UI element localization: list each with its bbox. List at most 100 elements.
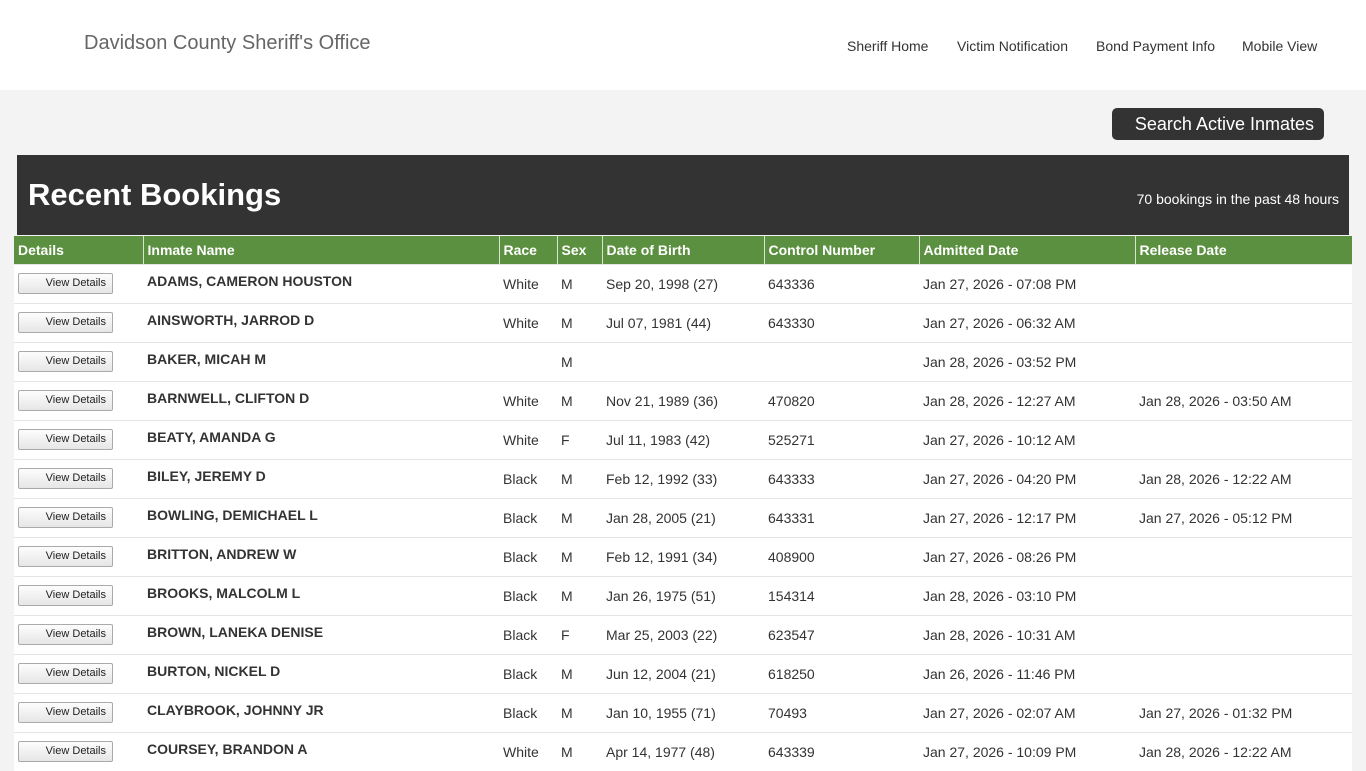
table-row: View Details BARNWELL, CLIFTON D White M Nov… xyxy=(14,380,1352,420)
nav-victim-notification[interactable]: Victim Notification xyxy=(957,38,1069,54)
cell-details: View Details xyxy=(14,614,143,654)
cell-race: White xyxy=(499,731,557,771)
table-row: View Details BROWN, LANEKA DENISE Black F Ma… xyxy=(14,614,1352,654)
cell-date-of-birth: Apr 14, 1977 (48) xyxy=(602,731,764,771)
col-header-admitted-date: Admitted Date xyxy=(919,236,1136,264)
site-brand-link[interactable]: Davidson County Sheriff's Office xyxy=(84,32,371,54)
cell-race: White xyxy=(499,263,557,303)
view-details-button[interactable]: View Details xyxy=(18,507,113,528)
table-row: View Details BEATY, AMANDA G White F Jul 11,… xyxy=(14,419,1352,459)
view-details-button[interactable]: View Details xyxy=(18,312,113,333)
cell-release-date xyxy=(1135,302,1352,342)
cell-race: Black xyxy=(499,497,557,537)
table-row: View Details BILEY, JEREMY D Black M Feb 12,… xyxy=(14,458,1352,498)
cell-release-date: Jan 28, 2026 - 12:22 AM xyxy=(1135,731,1352,771)
col-header-date-of-birth: Date of Birth xyxy=(602,236,765,264)
cell-sex: M xyxy=(557,575,602,615)
cell-admitted-date: Jan 28, 2026 - 10:31 AM xyxy=(919,614,1135,654)
col-header-release-date: Release Date xyxy=(1135,236,1352,264)
cell-inmate-name: BARNWELL, CLIFTON D xyxy=(143,380,499,420)
cell-date-of-birth: Feb 12, 1992 (33) xyxy=(602,458,764,498)
cell-release-date: Jan 28, 2026 - 03:50 AM xyxy=(1135,380,1352,420)
cell-inmate-name: BRITTON, ANDREW W xyxy=(143,536,499,576)
cell-admitted-date: Jan 27, 2026 - 12:17 PM xyxy=(919,497,1135,537)
cell-sex: M xyxy=(557,731,602,771)
cell-date-of-birth: Jul 07, 1981 (44) xyxy=(602,302,764,342)
cell-date-of-birth: Feb 12, 1991 (34) xyxy=(602,536,764,576)
cell-race: White xyxy=(499,419,557,459)
cell-race: White xyxy=(499,302,557,342)
cell-inmate-name: ADAMS, CAMERON HOUSTON xyxy=(143,263,499,303)
cell-control-number: 643333 xyxy=(764,458,919,498)
cell-release-date xyxy=(1135,653,1352,693)
nav-bond-payment-info[interactable]: Bond Payment Info xyxy=(1096,38,1216,54)
cell-release-date xyxy=(1135,575,1352,615)
cell-release-date: Jan 27, 2026 - 05:12 PM xyxy=(1135,497,1352,537)
col-header-control-number: Control Number xyxy=(764,236,920,264)
cell-race: Black xyxy=(499,653,557,693)
view-details-button[interactable]: View Details xyxy=(18,585,113,606)
cell-details: View Details xyxy=(14,341,143,381)
bookings-table: Details Inmate Name Race Sex Date of Bir… xyxy=(14,236,1352,771)
table-row: View Details BROOKS, MALCOLM L Black M Jan 2… xyxy=(14,575,1352,615)
cell-sex: M xyxy=(557,653,602,693)
table-row: View Details CLAYBROOK, JOHNNY JR Black M Ja… xyxy=(14,692,1352,732)
view-details-button[interactable]: View Details xyxy=(18,702,113,723)
cell-admitted-date: Jan 27, 2026 - 10:09 PM xyxy=(919,731,1135,771)
table-row: View Details COURSEY, BRANDON A White M Apr … xyxy=(14,731,1352,771)
col-header-race: Race xyxy=(499,236,558,264)
cell-details: View Details xyxy=(14,263,143,303)
cell-date-of-birth xyxy=(602,341,764,381)
recent-bookings-header: Recent Bookings 70 bookings in the past … xyxy=(17,155,1349,235)
table-body: View Details ADAMS, CAMERON HOUSTON White M… xyxy=(14,263,1352,771)
cell-control-number: 643331 xyxy=(764,497,919,537)
cell-release-date: Jan 27, 2026 - 01:32 PM xyxy=(1135,692,1352,732)
cell-details: View Details xyxy=(14,497,143,537)
view-details-button[interactable]: View Details xyxy=(18,273,113,294)
cell-details: View Details xyxy=(14,419,143,459)
view-details-button[interactable]: View Details xyxy=(18,663,113,684)
cell-control-number: 154314 xyxy=(764,575,919,615)
search-active-inmates-button[interactable]: Search Active Inmates xyxy=(1112,108,1324,140)
table-row: View Details BAKER, MICAH M M Jan 28, 2026 … xyxy=(14,341,1352,381)
cell-release-date xyxy=(1135,341,1352,381)
cell-inmate-name: BURTON, NICKEL D xyxy=(143,653,499,693)
view-details-button[interactable]: View Details xyxy=(18,390,113,411)
cell-admitted-date: Jan 27, 2026 - 06:32 AM xyxy=(919,302,1135,342)
view-details-button[interactable]: View Details xyxy=(18,546,113,567)
nav-mobile-view[interactable]: Mobile View xyxy=(1242,38,1318,54)
cell-inmate-name: BEATY, AMANDA G xyxy=(143,419,499,459)
table-row: View Details BURTON, NICKEL D Black M Jun 12… xyxy=(14,653,1352,693)
cell-control-number: 470820 xyxy=(764,380,919,420)
cell-details: View Details xyxy=(14,536,143,576)
cell-inmate-name: AINSWORTH, JARROD D xyxy=(143,302,499,342)
cell-date-of-birth: Jul 11, 1983 (42) xyxy=(602,419,764,459)
cell-release-date: Jan 28, 2026 - 12:22 AM xyxy=(1135,458,1352,498)
cell-admitted-date: Jan 26, 2026 - 11:46 PM xyxy=(919,653,1135,693)
col-header-sex: Sex xyxy=(557,236,603,264)
cell-details: View Details xyxy=(14,575,143,615)
cell-date-of-birth: Jan 10, 1955 (71) xyxy=(602,692,764,732)
table-row: View Details BRITTON, ANDREW W Black M Feb 1… xyxy=(14,536,1352,576)
cell-control-number: 618250 xyxy=(764,653,919,693)
cell-admitted-date: Jan 27, 2026 - 07:08 PM xyxy=(919,263,1135,303)
cell-admitted-date: Jan 28, 2026 - 03:52 PM xyxy=(919,341,1135,381)
view-details-button[interactable]: View Details xyxy=(18,351,113,372)
cell-inmate-name: BROOKS, MALCOLM L xyxy=(143,575,499,615)
view-details-button[interactable]: View Details xyxy=(18,741,113,763)
cell-release-date xyxy=(1135,614,1352,654)
view-details-button[interactable]: View Details xyxy=(18,429,113,450)
cell-admitted-date: Jan 27, 2026 - 02:07 AM xyxy=(919,692,1135,732)
cell-control-number: 643339 xyxy=(764,731,919,771)
table-row: View Details ADAMS, CAMERON HOUSTON White M… xyxy=(14,263,1352,303)
view-details-button[interactable]: View Details xyxy=(18,468,113,489)
cell-inmate-name: CLAYBROOK, JOHNNY JR xyxy=(143,692,499,732)
col-header-details: Details xyxy=(14,236,144,264)
cell-control-number: 408900 xyxy=(764,536,919,576)
cell-release-date xyxy=(1135,536,1352,576)
cell-sex: M xyxy=(557,692,602,732)
nav-sheriff-home[interactable]: Sheriff Home xyxy=(847,38,929,54)
cell-race: Black xyxy=(499,614,557,654)
col-header-inmate-name: Inmate Name xyxy=(143,236,500,264)
view-details-button[interactable]: View Details xyxy=(18,624,113,645)
